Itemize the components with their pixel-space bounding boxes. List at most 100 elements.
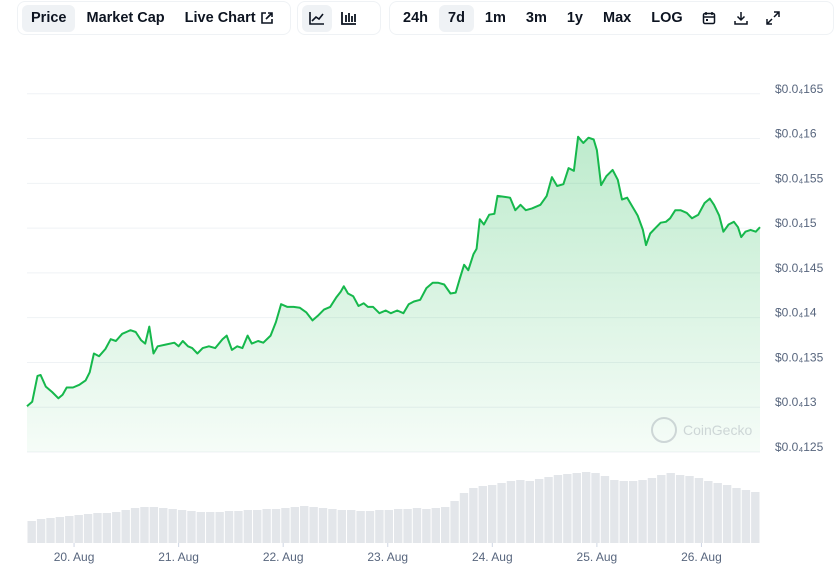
volume-bar xyxy=(83,514,93,543)
fullscreen-button[interactable] xyxy=(758,5,788,32)
volume-bar xyxy=(732,488,741,543)
range-button[interactable]: 24h xyxy=(403,10,428,26)
y-tick-label: $0.0₄14 xyxy=(775,306,817,320)
log-button[interactable]: LOG xyxy=(651,10,683,26)
volume-bar xyxy=(224,511,234,543)
volume-bar xyxy=(544,477,553,543)
calendar-button[interactable] xyxy=(694,5,724,32)
volume-bar xyxy=(741,490,751,543)
volume-bar xyxy=(375,510,384,543)
y-tick-label: $0.0₄135 xyxy=(775,350,824,364)
external-icon xyxy=(260,12,273,24)
volume-bar xyxy=(647,478,657,543)
y-tick-label: $0.0₄145 xyxy=(775,261,824,275)
volume-bar xyxy=(112,512,121,543)
area xyxy=(27,136,760,453)
volume-bar xyxy=(206,512,215,543)
volume-bar xyxy=(694,478,704,543)
volume-bar xyxy=(234,511,243,543)
volume-bar xyxy=(36,519,46,543)
volume-bar xyxy=(65,516,74,543)
y-tick-label: $0.0₄125 xyxy=(775,440,824,454)
market-cap-tab[interactable]: Market Cap xyxy=(86,10,165,26)
range-button[interactable]: 1m xyxy=(484,10,506,26)
live-chart-tab[interactable]: Live Chart xyxy=(176,5,283,32)
line-type-button[interactable] xyxy=(302,4,332,32)
volume-bar xyxy=(412,508,422,543)
volume-bar xyxy=(572,473,581,543)
line-icon xyxy=(309,12,324,25)
volume-bar xyxy=(149,507,159,543)
y-tick-label: $0.0₄165 xyxy=(775,82,824,96)
volume-bar xyxy=(318,508,328,543)
volume-bar xyxy=(704,481,713,543)
x-tick-label: 23. Aug xyxy=(367,550,408,564)
volume-bar xyxy=(253,510,262,543)
volume-bar xyxy=(384,510,393,543)
volume-bar xyxy=(290,507,300,543)
volume-bar xyxy=(487,485,497,543)
view-group: Price Market Cap Live Chart xyxy=(17,1,291,35)
volume-bar xyxy=(675,475,685,543)
y-tick-label: $0.0₄155 xyxy=(775,171,824,185)
range-button[interactable]: 3m xyxy=(525,10,547,26)
y-tick-label: $0.0₄13 xyxy=(775,395,817,409)
y-tick-label: $0.0₄16 xyxy=(775,127,817,141)
range-button[interactable]: Max xyxy=(603,10,632,26)
download-icon xyxy=(733,12,748,25)
volume-bar xyxy=(666,473,675,543)
volume-bar xyxy=(525,481,534,543)
range-button[interactable]: 1y xyxy=(566,10,583,26)
volume-bar xyxy=(600,476,610,543)
volume-bar xyxy=(610,480,619,543)
x-tick-label: 26. Aug xyxy=(681,550,722,564)
volume-bar xyxy=(159,508,168,543)
volume-bar xyxy=(553,475,563,543)
volume-bar xyxy=(55,517,65,543)
watermark: CoinGecko xyxy=(651,417,752,443)
watermark-text: CoinGecko xyxy=(683,422,752,438)
volume-bar xyxy=(93,513,102,543)
y-tick-label: $0.0₄15 xyxy=(775,216,817,230)
bar-icon xyxy=(341,12,356,25)
volume-bar xyxy=(356,511,365,543)
volume-bar xyxy=(365,511,375,543)
download-button[interactable] xyxy=(726,5,756,32)
volume-bar xyxy=(300,506,309,543)
volume-bar xyxy=(46,518,55,543)
volume-bar xyxy=(450,501,459,543)
range-button[interactable]: 7d xyxy=(439,4,474,32)
volume-bar xyxy=(638,480,647,543)
volume-bar xyxy=(394,509,403,543)
volume-bar xyxy=(271,509,281,543)
x-tick-label: 24. Aug xyxy=(472,550,513,564)
volume-bar xyxy=(422,509,431,543)
volume-bar xyxy=(403,509,412,543)
volume-bar xyxy=(516,480,525,543)
volume-bar xyxy=(591,473,600,543)
volume-bar xyxy=(685,476,694,543)
volume-bar xyxy=(168,509,177,543)
volume-bar xyxy=(431,508,440,543)
volume-bar xyxy=(581,472,591,543)
volume-bar xyxy=(469,488,478,543)
candle-type-button[interactable] xyxy=(334,5,364,32)
volume-bar xyxy=(140,507,149,543)
volume-bar xyxy=(102,513,112,543)
volume-bar xyxy=(506,481,516,543)
watermark-logo xyxy=(651,417,677,443)
volume-bar xyxy=(328,509,337,543)
volume-bar xyxy=(309,507,318,543)
volume-bar xyxy=(478,486,487,543)
volume-bar xyxy=(337,510,347,543)
price-tab[interactable]: Price xyxy=(22,4,76,32)
volume-bar xyxy=(281,508,290,543)
volume-bar xyxy=(215,512,224,543)
plot-layer xyxy=(26,135,761,453)
calendar-icon xyxy=(702,12,715,25)
volume-bar xyxy=(497,483,506,543)
volume-bar xyxy=(440,507,450,543)
volume-bar xyxy=(27,521,36,543)
volume-bar xyxy=(657,475,666,543)
